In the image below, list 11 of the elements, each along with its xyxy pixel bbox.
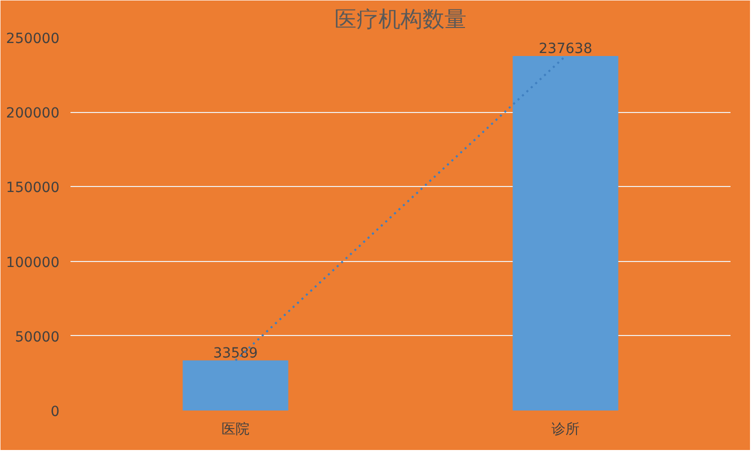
x-tick-label: 医院 [222, 422, 250, 438]
data-label: 33589 [213, 345, 258, 362]
y-tick-label: 150000 [6, 180, 60, 196]
y-tick-label: 200000 [6, 106, 60, 122]
y-tick-label: 50000 [14, 329, 60, 346]
data-label: 237638 [538, 40, 592, 57]
x-tick-label: 诊所 [552, 422, 580, 438]
y-tick-label: 0 [50, 404, 60, 420]
y-tick-label: 250000 [6, 31, 60, 47]
y-tick-label: 100000 [6, 254, 60, 271]
chart-title: 医疗机构数量 [334, 8, 466, 32]
